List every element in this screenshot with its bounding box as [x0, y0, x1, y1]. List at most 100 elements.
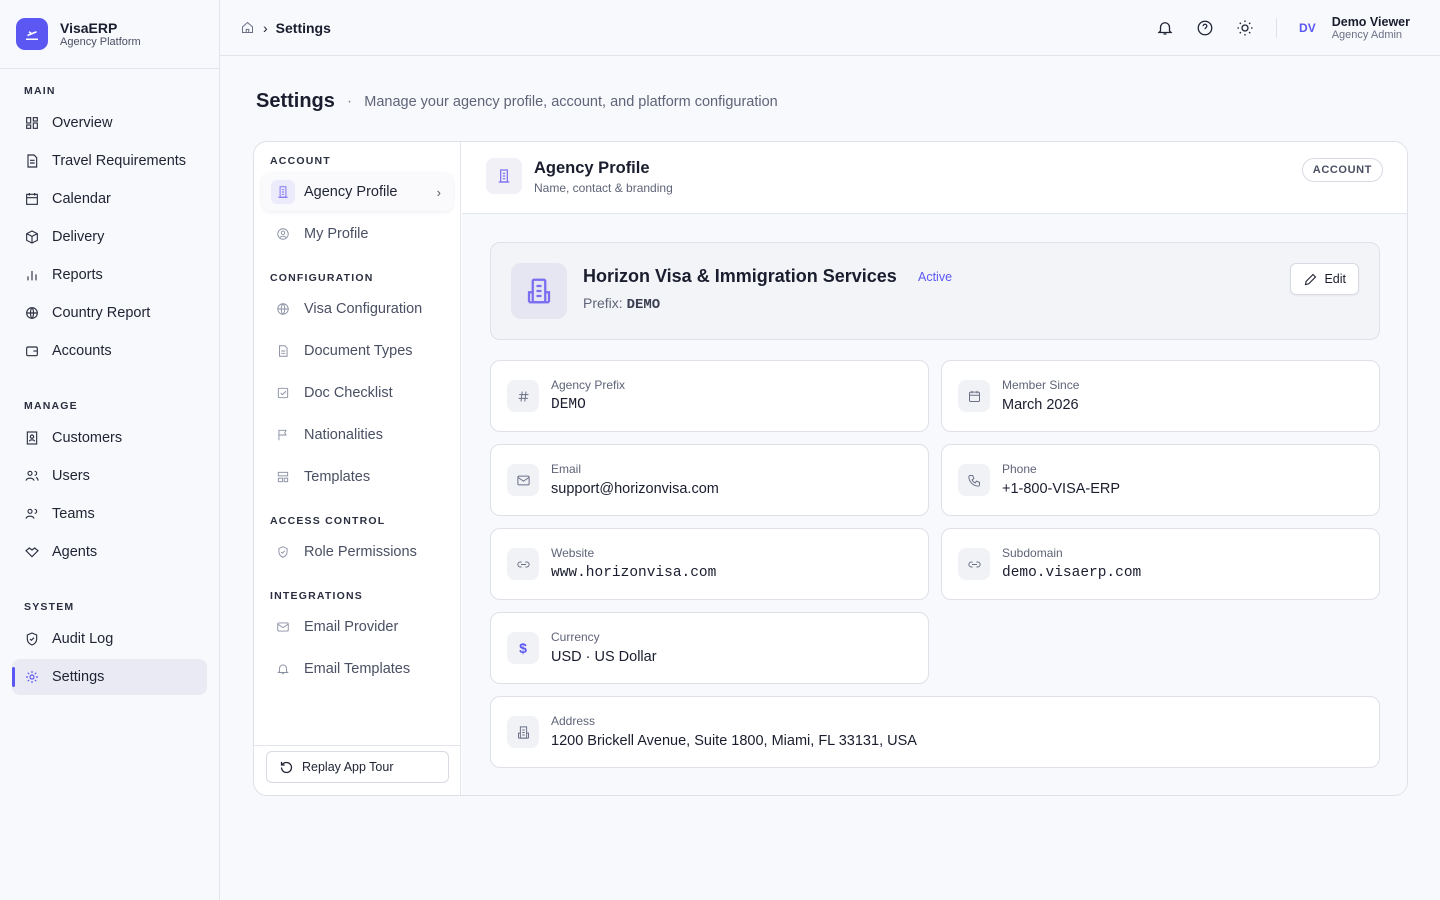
globe-icon	[26, 307, 38, 319]
field-phone: Phone +1-800-VISA-ERP	[941, 444, 1380, 516]
globe-icon	[277, 303, 289, 315]
page-description: Manage your agency profile, account, and…	[364, 93, 778, 110]
building-icon	[486, 158, 522, 194]
sidebar-item-users[interactable]: Users	[12, 458, 207, 494]
plane-logo-icon	[16, 18, 48, 50]
bell-ring-icon	[277, 664, 289, 675]
panel-subtitle: Name, contact & branding	[534, 181, 673, 195]
panel-title: Agency Profile	[534, 159, 650, 177]
document-icon	[27, 154, 38, 168]
sidebar-item-label: Travel Requirements	[52, 153, 187, 169]
settings-card: ACCOUNT Agency Profile › My Profile CONFI…	[253, 141, 1408, 796]
sidebar-item-label: Audit Log	[52, 631, 114, 647]
field-value: DEMO	[551, 397, 586, 413]
breadcrumb-current: Settings	[275, 19, 331, 36]
sidebar-item-travel-requirements[interactable]: Travel Requirements	[12, 143, 207, 179]
field-currency: $ Currency USD · US Dollar	[490, 612, 929, 684]
avatar: DV	[1299, 21, 1316, 35]
home-icon[interactable]	[240, 20, 255, 35]
field-label: Member Since	[1002, 378, 1080, 392]
sidebar-item-settings[interactable]: Settings	[12, 659, 207, 695]
field-label: Website	[551, 546, 595, 560]
chevron-right-icon: ›	[436, 184, 441, 200]
sun-icon[interactable]	[1236, 19, 1254, 37]
shield-check-icon	[26, 632, 38, 646]
section-system: SYSTEM	[24, 601, 75, 613]
mail-icon	[516, 475, 530, 485]
section-badge: ACCOUNT	[1301, 158, 1383, 182]
sidebar-item-label: Overview	[52, 115, 113, 131]
sidebar-item-calendar[interactable]: Calendar	[12, 181, 207, 217]
field-label: Subdomain	[1002, 546, 1063, 560]
page-header: Settings · Manage your agency profile, a…	[256, 90, 778, 112]
settings-item-nationalities[interactable]: Nationalities	[262, 416, 453, 454]
settings-item-my-profile[interactable]: My Profile	[262, 215, 453, 253]
settings-item-email-templates[interactable]: Email Templates	[262, 650, 453, 688]
agency-summary-card: Horizon Visa & Immigration Services Acti…	[490, 242, 1380, 340]
sidebar: VisaERP Agency Platform MAIN Overview Tra…	[0, 0, 220, 900]
brand: VisaERP Agency Platform	[0, 0, 219, 69]
sidebar-item-customers[interactable]: Customers	[12, 420, 207, 456]
sidebar-item-label: Settings	[52, 669, 105, 685]
prefix-value: DEMO	[626, 297, 661, 313]
field-subdomain: Subdomain demo.visaerp.com	[941, 528, 1380, 600]
settings-item-label: Nationalities	[304, 427, 383, 443]
settings-item-label: Document Types	[304, 343, 413, 359]
sidebar-item-overview[interactable]: Overview	[12, 105, 207, 141]
sidebar-item-reports[interactable]: Reports	[12, 257, 207, 293]
sidebar-item-delivery[interactable]: Delivery	[12, 219, 207, 255]
sidebar-item-accounts[interactable]: Accounts	[12, 333, 207, 369]
settings-item-role-permissions[interactable]: Role Permissions	[262, 533, 453, 571]
building-icon	[278, 186, 288, 198]
gear-icon	[26, 671, 38, 683]
settings-item-label: Email Templates	[304, 661, 411, 677]
settings-item-document-types[interactable]: Document Types	[262, 332, 453, 370]
settings-item-label: Role Permissions	[304, 544, 417, 560]
settings-item-label: My Profile	[304, 226, 369, 242]
settings-item-email-provider[interactable]: Email Provider	[262, 608, 453, 646]
checkbox-icon	[277, 387, 289, 399]
field-email: Email support@horizonvisa.com	[490, 444, 929, 516]
field-label: Agency Prefix	[551, 378, 626, 392]
contact-icon	[26, 431, 38, 445]
field-member-since: Member Since March 2026	[941, 360, 1380, 432]
replay-tour-button[interactable]: Replay App Tour	[266, 751, 449, 783]
page-title: Settings	[256, 90, 335, 112]
edit-button[interactable]: Edit	[1290, 263, 1359, 295]
prefix-label: Prefix:	[583, 295, 623, 311]
sidebar-item-country-report[interactable]: Country Report	[12, 295, 207, 331]
sidebar-item-label: Country Report	[52, 305, 151, 321]
handshake-icon	[25, 547, 39, 558]
field-value: March 2026	[1002, 397, 1079, 413]
field-value: 1200 Brickell Avenue, Suite 1800, Miami,…	[551, 733, 917, 749]
settings-item-label: Email Provider	[304, 619, 399, 635]
sidebar-item-label: Users	[52, 468, 90, 484]
settings-item-agency-profile[interactable]: Agency Profile ›	[262, 173, 453, 211]
user-menu[interactable]: DV Demo Viewer Agency Admin	[1299, 15, 1410, 41]
sidebar-item-audit-log[interactable]: Audit Log	[12, 621, 207, 657]
link-icon	[967, 561, 981, 567]
bell-icon[interactable]	[1156, 19, 1174, 37]
building-icon	[517, 725, 529, 739]
help-icon[interactable]	[1196, 19, 1214, 37]
settings-item-visa-configuration[interactable]: Visa Configuration	[262, 290, 453, 328]
divider	[1276, 18, 1278, 38]
topbar: › Settings DV Demo Viewer Agency Admin	[220, 0, 1440, 56]
bar-chart-icon	[27, 271, 37, 281]
field-value: support@horizonvisa.com	[551, 481, 719, 497]
chevron-right-icon: ›	[263, 19, 268, 36]
sidebar-item-agents[interactable]: Agents	[12, 534, 207, 570]
wallet-icon	[26, 346, 38, 357]
link-icon	[516, 561, 530, 567]
field-value: www.horizonvisa.com	[551, 565, 717, 581]
settings-item-templates[interactable]: Templates	[262, 458, 453, 496]
section-access-control: ACCESS CONTROL	[270, 515, 386, 527]
document-icon	[279, 345, 288, 357]
mail-icon	[277, 622, 289, 632]
sidebar-item-label: Agents	[52, 544, 98, 560]
sidebar-item-teams[interactable]: Teams	[12, 496, 207, 532]
field-value: demo.visaerp.com	[1002, 565, 1142, 581]
settings-item-label: Templates	[304, 469, 371, 485]
settings-nav: ACCOUNT Agency Profile › My Profile CONFI…	[254, 142, 461, 795]
settings-item-doc-checklist[interactable]: Doc Checklist	[262, 374, 453, 412]
